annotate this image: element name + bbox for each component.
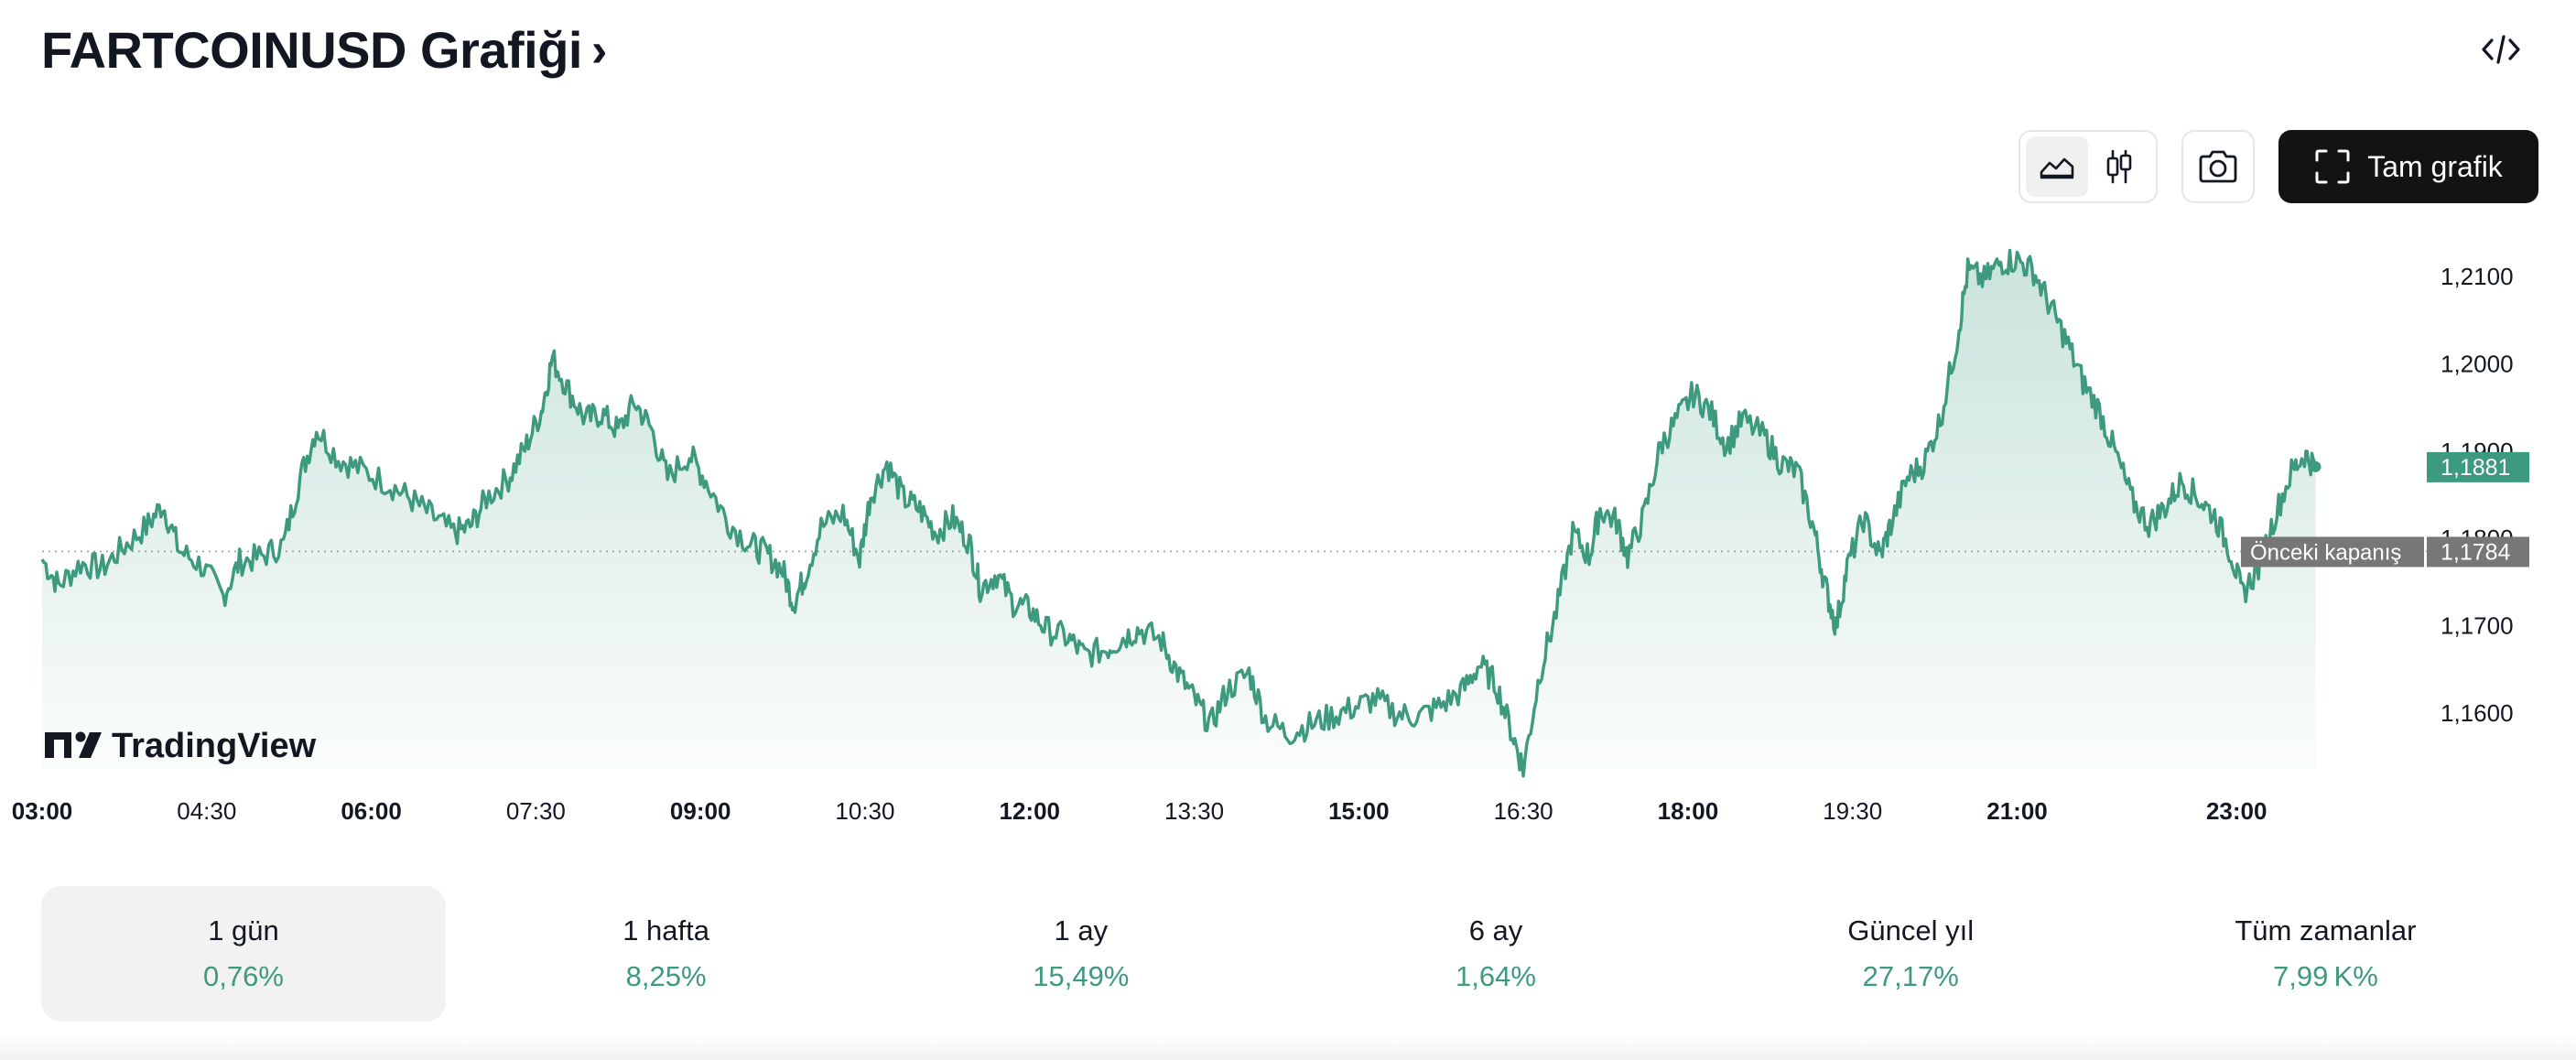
bottom-divider [0,1033,2576,1060]
chart-style-switch [2019,130,2158,203]
period-change-value: 15,49% [1033,960,1130,992]
candlestick-icon [2106,149,2132,184]
area-chart-button[interactable] [2026,136,2088,197]
x-axis-tick-label: 03:00 [12,797,73,825]
x-axis-tick-label: 09:00 [670,797,731,825]
previous-close-badge [2427,536,2529,568]
period-tab-4[interactable]: Güncel yıl 27,17% [1704,886,2118,1022]
chart-header[interactable]: FARTCOINUSD Grafiği › [41,20,607,80]
full-chart-button[interactable]: Tam grafik [2278,130,2538,203]
x-axis-tick-label: 23:00 [2206,797,2268,825]
snapshot-button[interactable] [2181,130,2255,203]
period-tab-5[interactable]: Tüm zamanlar 7,99 K% [2118,886,2533,1022]
x-axis-tick-label: 19:30 [1823,797,1882,825]
last-price-label: 1,1881 [2441,455,2510,481]
x-axis-tick-label: 13:30 [1164,797,1224,825]
tradingview-watermark: TradingView [45,727,317,765]
period-tab-3[interactable]: 6 ay 1,64% [1288,886,1703,1022]
x-axis-tick-label: 16:30 [1494,797,1553,825]
x-axis-tick-label: 21:00 [1986,797,2048,825]
period-label: 6 ay [1468,914,1523,946]
code-icon [2482,35,2520,64]
previous-close-name-badge [2241,536,2424,568]
x-axis-tick-label: 06:00 [341,797,402,825]
price-series-line [40,248,2318,778]
y-axis-tick-label: 1,1700 [2441,612,2514,640]
fullscreen-icon [2315,149,2350,184]
period-label: 1 hafta [622,914,709,946]
period-label: 1 gün [208,914,279,946]
page-title[interactable]: FARTCOINUSD Grafiği [41,21,582,79]
last-price-dot [2310,460,2322,472]
previous-close-name-label: Önceki kapanış [2250,540,2401,565]
period-change-value: 27,17% [1862,960,1959,992]
period-performance-bar: 1 gün 0,76% 1 hafta 8,25% 1 ay 15,49% 6 ay 1,64… [41,886,2533,1022]
y-axis-tick-label: 1,2000 [2441,350,2514,377]
period-label: Tüm zamanlar [2235,914,2417,946]
chart-toolbar: Tam grafik [2019,130,2538,203]
period-tab-2[interactable]: 1 ay 15,49% [873,886,1288,1022]
x-axis-tick-label: 07:30 [506,797,566,825]
x-axis-tick-label: 12:00 [1000,797,1061,825]
embed-code-button[interactable] [2473,26,2528,73]
period-tab-0[interactable]: 1 gün 0,76% [41,886,446,1022]
x-axis-tick-label: 18:00 [1658,797,1719,825]
period-change-value: 7,99 K% [2273,960,2378,992]
camera-icon [2199,150,2237,183]
price-area-fill [42,250,2316,776]
chevron-right-icon[interactable]: › [590,23,608,77]
previous-close-value-label: 1,1784 [2441,539,2511,565]
x-axis-tick-label: 04:30 [177,797,236,825]
area-chart-icon [2040,157,2074,179]
period-label: Güncel yıl [1847,914,1975,946]
y-axis-tick-label: 1,2100 [2441,263,2514,290]
tradingview-logo-icon [45,731,102,758]
x-axis-tick-label: 15:00 [1328,797,1390,825]
period-change-value: 8,25% [625,960,707,992]
period-tab-1[interactable]: 1 hafta 8,25% [459,886,873,1022]
full-chart-label: Tam grafik [2367,149,2503,183]
tradingview-wordmark: TradingView [112,727,317,765]
y-axis-tick-label: 1,1600 [2441,699,2514,727]
period-change-value: 1,64% [1456,960,1536,992]
period-change-value: 0,76% [203,960,284,992]
x-axis-tick-label: 10:30 [835,797,894,825]
candles-chart-button[interactable] [2088,136,2150,197]
period-label: 1 ay [1054,914,1109,946]
last-price-badge [2427,451,2529,482]
